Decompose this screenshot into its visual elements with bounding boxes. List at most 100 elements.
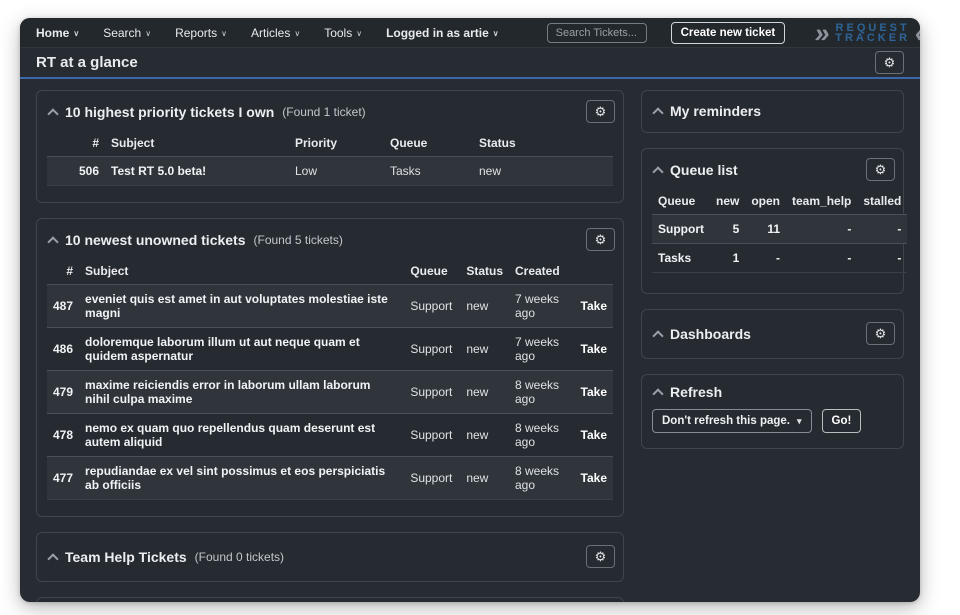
panel-settings-gear-button[interactable]: ⚙ (586, 228, 615, 251)
ticket-subject-link[interactable]: maxime reiciendis error in laborum ullam… (85, 378, 371, 406)
ticket-status: new (466, 428, 489, 442)
ticket-id-link[interactable]: 478 (53, 428, 74, 442)
table-row: 486 doloremque laborum illum ut aut nequ… (47, 327, 613, 371)
take-link[interactable]: Take (580, 471, 607, 485)
nav-home[interactable]: Home ∨ (36, 25, 80, 40)
refresh-go-button[interactable]: Go! (821, 409, 862, 433)
ticket-status: new (466, 299, 489, 313)
queue-name-link[interactable]: Support (658, 222, 704, 236)
collapse-caret-icon[interactable] (47, 235, 59, 248)
panel-team-help-tickets: Team Help Tickets (Found 0 tickets) ⚙ (36, 532, 624, 582)
nav-articles[interactable]: Articles ∨ (250, 25, 301, 40)
gear-icon: ⚙ (874, 162, 887, 177)
gear-icon: ⚙ (594, 232, 607, 247)
collapse-caret-icon[interactable] (652, 165, 664, 178)
panel-title: Refresh (670, 384, 723, 400)
ticket-queue: Support (410, 342, 453, 356)
chevron-down-icon: ∨ (145, 28, 152, 38)
title-bar: RT at a glance ⚙ (20, 48, 920, 79)
ticket-queue: Tasks (390, 164, 421, 178)
take-link[interactable]: Take (580, 342, 607, 356)
ticket-subject-link[interactable]: eveniet quis est amet in aut voluptates … (85, 292, 388, 320)
col-id: # (66, 264, 74, 278)
panel-refresh: Refresh Don't refresh this page. ▾ Go! (641, 374, 904, 449)
nav-reports[interactable]: Reports ∨ (175, 25, 227, 40)
take-link[interactable]: Take (580, 428, 607, 442)
rt-logo[interactable]: » REQUEST TRACKER « (813, 18, 920, 48)
ticket-subject-link[interactable]: Test RT 5.0 beta! (111, 164, 207, 178)
col-new: new (716, 194, 740, 208)
col-subject: Subject (85, 264, 129, 278)
panel-settings-gear-button[interactable]: ⚙ (866, 322, 895, 345)
ticket-subject-link[interactable]: nemo ex quam quo repellendus quam deseru… (85, 421, 376, 449)
ticket-id-link[interactable]: 486 (53, 342, 74, 356)
panel-highest-priority: 10 highest priority tickets I own (Found… (36, 90, 624, 203)
top-nav: Home ∨ Search ∨ Reports ∨ Articles ∨ Tools ∨ … (20, 18, 920, 48)
table-row: 478 nemo ex quam quo repellendus quam de… (47, 413, 613, 457)
collapse-caret-icon[interactable] (652, 107, 664, 119)
panel-settings-gear-button[interactable]: ⚙ (866, 158, 895, 181)
ticket-id-link[interactable]: 477 (53, 471, 74, 485)
logo-chevron-right-icon: « (912, 18, 920, 48)
queue-list-table: Queue new open team_help stalled Support… (652, 188, 908, 273)
found-count: (Found 5 tickets) (253, 232, 343, 247)
collapse-caret-icon[interactable] (47, 107, 59, 120)
ticket-created: 8 weeks ago (515, 421, 560, 449)
ticket-id-link[interactable]: 506 (78, 164, 99, 178)
col-team-help: team_help (792, 194, 852, 208)
panel-settings-gear-button[interactable]: ⚙ (586, 545, 615, 568)
logo-line-request: REQUEST (835, 21, 910, 34)
ticket-id-link[interactable]: 487 (53, 299, 74, 313)
ticket-status: new (466, 342, 489, 356)
col-queue: Queue (410, 264, 448, 278)
queue-stalled-count: - (897, 222, 902, 236)
ticket-subject-link[interactable]: doloremque laborum illum ut aut neque qu… (85, 335, 360, 363)
take-link[interactable]: Take (580, 385, 607, 399)
create-new-ticket-button[interactable]: Create new ticket (670, 21, 786, 44)
queue-name-link[interactable]: Tasks (658, 251, 692, 265)
panel-title: Queue list (670, 161, 738, 178)
table-header-row: Queue new open team_help stalled (652, 188, 907, 215)
nav-search[interactable]: Search ∨ (103, 25, 152, 40)
ticket-subject-link[interactable]: repudiandae ex vel sint possimus et eos … (85, 464, 386, 492)
ticket-status: new (466, 471, 489, 485)
ticket-status: new (466, 385, 489, 399)
found-count: (Found 1 ticket) (282, 104, 366, 119)
page-title: RT at a glance (36, 54, 138, 71)
page-settings-gear-button[interactable]: ⚙ (875, 51, 904, 74)
queue-new-count[interactable]: 5 (732, 222, 740, 236)
ticket-id-link[interactable]: 479 (53, 385, 74, 399)
panel-header: Bookmarked Tickets (Found 0 tickets) ⚙ (37, 598, 623, 602)
refresh-interval-select[interactable]: Don't refresh this page. ▾ (652, 409, 812, 433)
panel-title: 10 highest priority tickets I own (65, 103, 275, 120)
panel-my-reminders: My reminders (641, 90, 904, 133)
highest-priority-table: # Subject Priority Queue Status 506 Test… (47, 130, 613, 186)
chevron-down-icon: ∨ (221, 28, 227, 38)
take-link[interactable]: Take (580, 299, 607, 313)
table-header-row: # Subject Priority Queue Status (47, 130, 613, 157)
dashboard-content: 10 highest priority tickets I own (Found… (20, 79, 920, 602)
collapse-caret-icon[interactable] (652, 329, 664, 342)
gear-icon: ⚙ (594, 549, 607, 564)
col-priority: Priority (295, 136, 338, 150)
gear-icon: ⚙ (874, 326, 887, 341)
panel-header: Queue list ⚙ (642, 149, 903, 188)
found-count: (Found 0 tickets) (194, 549, 285, 564)
search-tickets-input[interactable] (546, 22, 647, 43)
col-open: open (751, 194, 781, 208)
col-status: Status (466, 264, 503, 278)
panel-bookmarked-tickets: Bookmarked Tickets (Found 0 tickets) ⚙ (36, 597, 624, 602)
col-queue: Queue (390, 136, 428, 150)
chevron-down-icon: ∨ (356, 28, 363, 38)
nav-tools[interactable]: Tools ∨ (324, 25, 363, 40)
queue-team-help-count: - (847, 222, 852, 236)
ticket-priority: Low (295, 164, 318, 178)
nav-logged-in-user[interactable]: Logged in as artie ∨ (386, 25, 499, 40)
queue-open-count[interactable]: 11 (767, 222, 781, 236)
collapse-caret-icon[interactable] (47, 552, 59, 565)
panel-settings-gear-button[interactable]: ⚙ (586, 100, 615, 123)
gear-icon: ⚙ (883, 55, 896, 70)
queue-new-count[interactable]: 1 (732, 251, 740, 265)
collapse-caret-icon[interactable] (652, 388, 664, 400)
queue-open-count: - (776, 251, 781, 265)
